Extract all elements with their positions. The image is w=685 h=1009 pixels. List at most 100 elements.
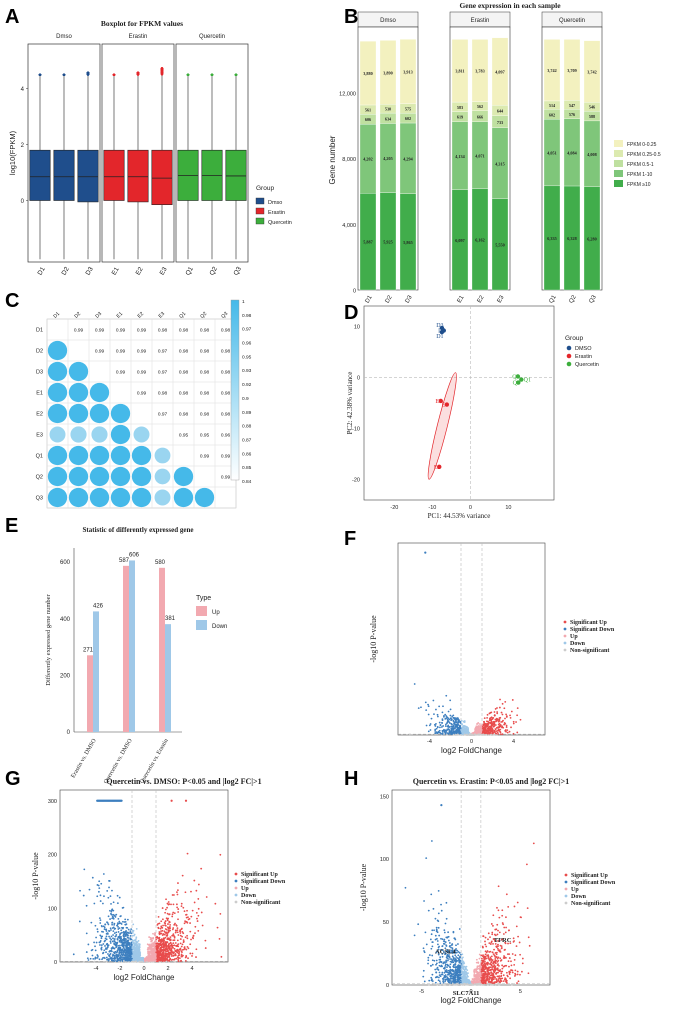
- point-sig-down: [107, 915, 110, 918]
- point-sig-down: [119, 954, 122, 957]
- point-sig-down: [98, 917, 101, 920]
- legend-title: Group: [256, 185, 274, 192]
- point-sig-down: [441, 718, 444, 721]
- point-sig-up: [499, 698, 501, 701]
- point-sig-down: [445, 694, 448, 697]
- point-sig-down: [118, 949, 121, 952]
- point-sig-up: [182, 940, 185, 943]
- point-sig-down: [113, 932, 116, 935]
- point-sig-down: [119, 915, 122, 918]
- point-sig-down: [449, 730, 452, 733]
- point-sig-down: [441, 955, 444, 958]
- point-sig-down: [92, 957, 95, 960]
- corr-circle: [131, 466, 152, 487]
- point-up: [476, 729, 479, 732]
- point-sig-up: [486, 723, 489, 726]
- point-sig-up: [196, 917, 198, 920]
- segment-label: 3,913: [403, 70, 412, 75]
- point-sig-up: [176, 956, 179, 959]
- segment-label: 547: [569, 103, 575, 108]
- point-sig-up: [504, 701, 507, 703]
- corr-circle: [131, 445, 152, 466]
- point-sig-down: [111, 923, 114, 926]
- point-sig-up: [493, 714, 496, 717]
- bar-down: [165, 624, 171, 732]
- corr-value: 0.99: [221, 454, 231, 460]
- point-sig-down: [443, 728, 445, 731]
- point-sig-up: [527, 936, 530, 939]
- point-sig-down: [87, 959, 90, 961]
- point-sig-up: [166, 941, 169, 944]
- corr-circle: [154, 468, 171, 485]
- y-tick-label: 8,000: [342, 157, 356, 163]
- point-nonsig: [456, 733, 459, 736]
- stacked-segment: [491, 37, 509, 106]
- point-sig-up: [504, 717, 506, 720]
- x-tick-label: D3: [405, 294, 414, 304]
- point-sig-down: [427, 713, 430, 716]
- point-sig-down: [110, 909, 113, 912]
- point-sig-up: [160, 930, 162, 933]
- point-sig-down: [98, 958, 101, 961]
- point-sig-up: [172, 911, 175, 914]
- point-sig-down: [120, 929, 123, 932]
- point-sig-up: [182, 906, 185, 909]
- panel-label-g: G: [5, 768, 21, 790]
- point-sig-up: [167, 951, 170, 954]
- colorbar-label: 0.85: [242, 465, 252, 471]
- point-sig-up: [491, 718, 494, 720]
- point-sig-up: [495, 730, 498, 733]
- point-sig-up: [169, 941, 172, 944]
- point-sig-up: [180, 959, 182, 962]
- segment-label: 602: [405, 116, 411, 121]
- point-sig-up: [181, 948, 184, 951]
- point-sig-up: [187, 957, 189, 960]
- point-sig-up: [181, 951, 183, 953]
- point-sig-up: [191, 936, 194, 939]
- corr-circle: [47, 403, 68, 424]
- point-sig-up: [500, 726, 503, 729]
- point-sig-up: [489, 936, 491, 939]
- segment-label: 666: [477, 114, 483, 119]
- point-sig-up: [179, 932, 182, 934]
- point-sig-down: [130, 948, 133, 951]
- point-up: [147, 950, 149, 953]
- point-sig-down: [99, 940, 102, 942]
- point-sig-up: [505, 713, 508, 716]
- segment-label: 4,205: [383, 156, 392, 161]
- corr-circle: [154, 447, 171, 464]
- point-sig-up: [491, 723, 494, 726]
- corr-value: 0.99: [95, 328, 105, 334]
- point-sig-up: [168, 953, 171, 956]
- point-sig-up: [180, 945, 183, 948]
- point-sig-up: [179, 938, 182, 940]
- point-sig-down: [443, 715, 445, 717]
- point-sig-down: [105, 943, 108, 946]
- point-sig-down: [126, 951, 129, 954]
- point-sig-up: [501, 733, 504, 736]
- point-sig-up: [177, 889, 179, 892]
- point-sig-up: [496, 960, 499, 963]
- point-sig-up: [170, 948, 173, 951]
- y-tick-label: 200: [60, 673, 71, 679]
- point-sig-up: [177, 911, 180, 913]
- point-sig-down: [124, 933, 127, 936]
- point-sig-up: [156, 947, 159, 950]
- point-sig-down: [452, 724, 455, 727]
- colorbar-label: 0.92: [242, 382, 252, 388]
- y-tick-label: 100: [48, 906, 57, 912]
- volcano-h: Quercetin vs. Erastin: P<0.05 and |log2 …: [359, 777, 616, 1005]
- plot-frame: [363, 305, 555, 501]
- point-sig-up: [497, 978, 500, 980]
- x-tick-label: 10: [505, 505, 511, 511]
- point-sig-up: [172, 939, 175, 942]
- point-sig-up: [159, 948, 162, 951]
- point-sig-down: [457, 718, 460, 721]
- point-sig-up: [503, 723, 506, 726]
- point-sig-up: [175, 945, 178, 948]
- point-nonsig: [478, 733, 481, 736]
- point-sig-up: [495, 717, 498, 720]
- plot-frame: [397, 542, 546, 736]
- point-sig-down: [93, 941, 95, 944]
- point-sig-up: [509, 714, 511, 717]
